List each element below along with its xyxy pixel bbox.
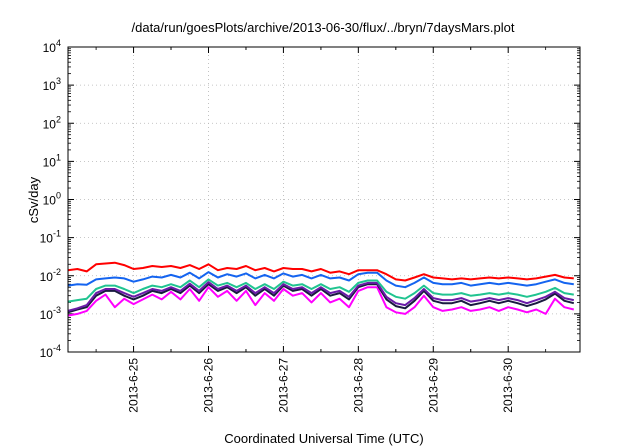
x-tick-label: 2013-6-30 [501, 358, 515, 413]
y-tick-label: 104 [43, 38, 61, 55]
x-tick-label: 2013-6-27 [276, 358, 290, 413]
y-tick-label: 103 [43, 76, 61, 93]
y-tick-label: 10-2 [40, 267, 61, 284]
x-tick-label: 2013-6-28 [351, 358, 365, 413]
y-tick-label: 102 [43, 114, 61, 131]
series-line [67, 278, 574, 303]
x-tick-label: 2013-6-25 [127, 358, 141, 413]
grid-lines [68, 47, 580, 352]
x-axis-label: Coordinated Universal Time (UTC) [224, 431, 423, 446]
series-line [67, 286, 575, 317]
series-line [67, 261, 574, 282]
plot-series-group [67, 261, 575, 317]
y-tick-label: 10-1 [40, 229, 61, 246]
y-axis-label: cSv/day [26, 176, 41, 223]
y-tick-label: 101 [43, 152, 61, 169]
x-axis-ticks: 2013-6-25 2013-6-26 2013-6-27 2013-6-28 2013… [95, 47, 547, 413]
chart-title: /data/run/goesPlots/archive/2013-06-30/f… [132, 20, 515, 35]
plot-frame [67, 46, 581, 353]
y-tick-label: 10-4 [40, 343, 61, 360]
y-tick-label: 10-3 [40, 305, 61, 322]
x-tick-label: 2013-6-29 [426, 358, 440, 413]
x-tick-label: 2013-6-26 [201, 358, 215, 413]
y-tick-label: 100 [43, 191, 61, 208]
series-line [67, 283, 575, 314]
series-line [67, 271, 574, 289]
series-line [67, 281, 575, 312]
